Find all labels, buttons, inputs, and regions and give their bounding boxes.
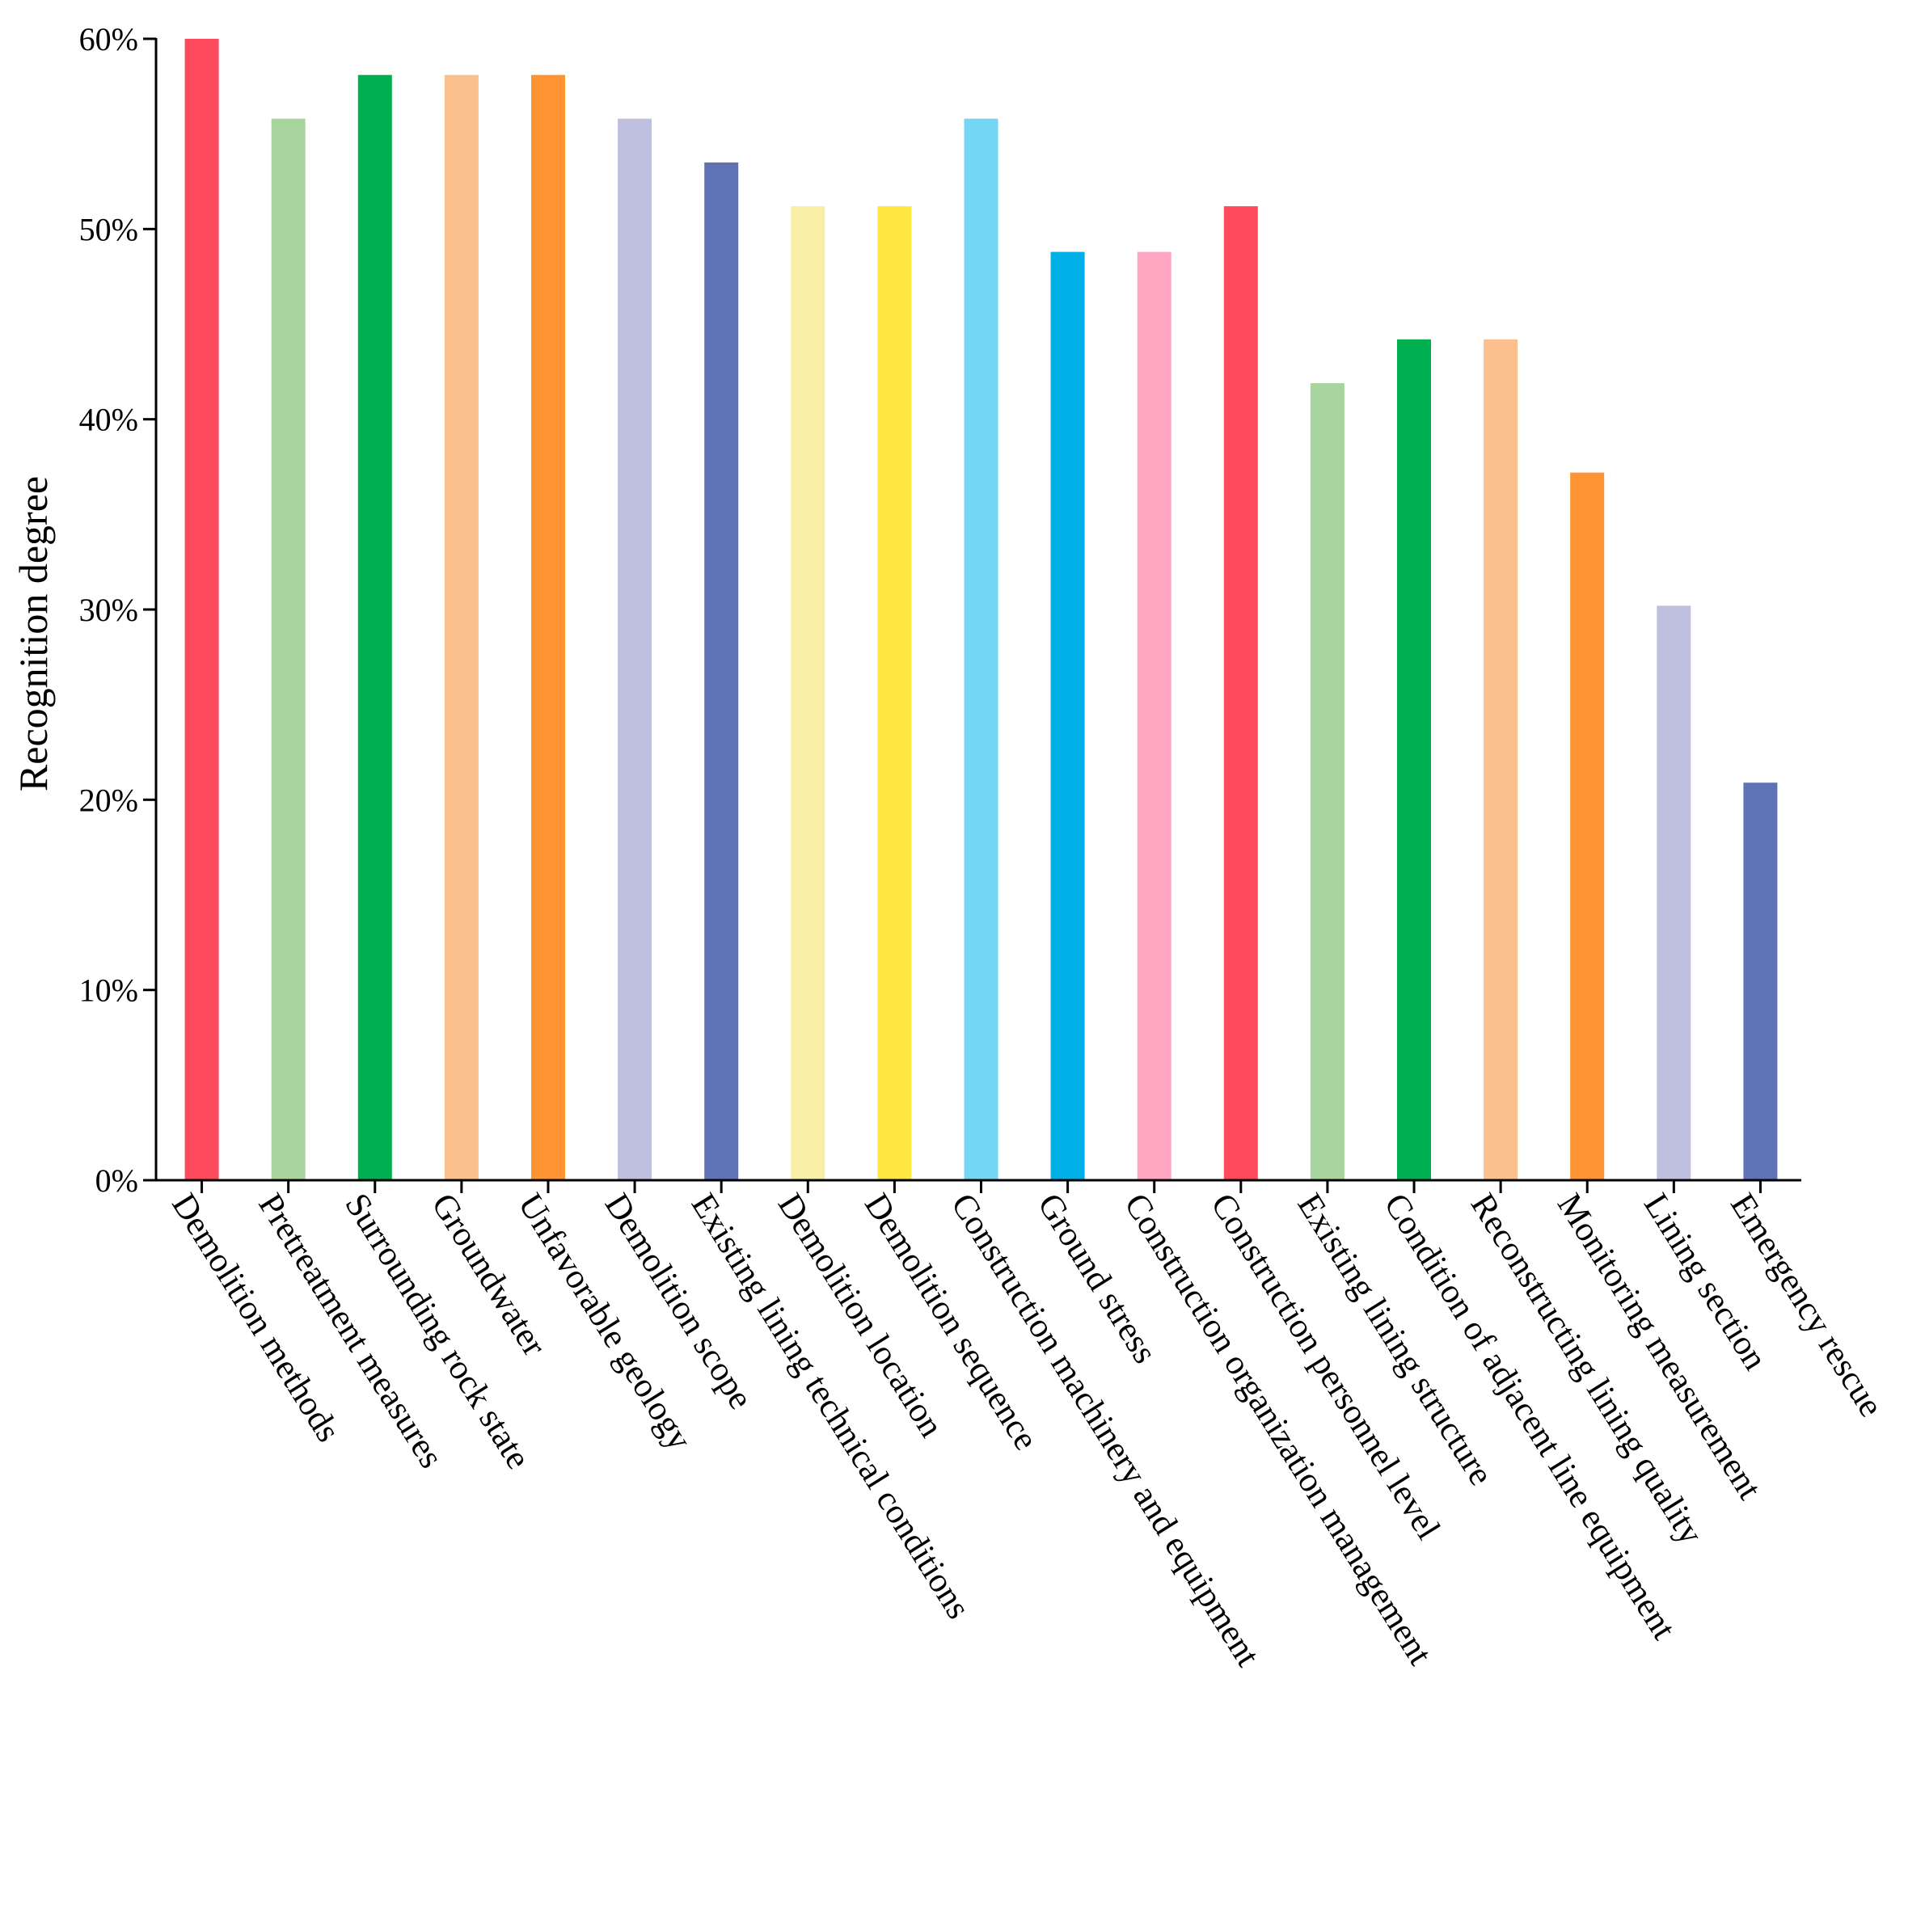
- bar-15: [1397, 339, 1431, 1180]
- bar-13: [1223, 206, 1258, 1181]
- bar-3: [357, 74, 392, 1181]
- bar-14: [1310, 383, 1345, 1180]
- x-tick-label: Demolition location: [770, 1187, 951, 1444]
- bar-4: [444, 74, 479, 1181]
- y-tick-label: 40%: [79, 402, 138, 438]
- bar-17: [1570, 472, 1605, 1180]
- y-tick-label: 30%: [79, 592, 138, 628]
- bar-9: [877, 206, 912, 1181]
- y-tick-label: 20%: [79, 782, 138, 818]
- bar-7: [704, 162, 739, 1180]
- bar-16: [1484, 339, 1518, 1180]
- bar-8: [791, 206, 825, 1181]
- bar-18: [1657, 605, 1691, 1180]
- x-tick-label: Demolition methods: [164, 1187, 348, 1449]
- y-tick-label: 50%: [79, 211, 138, 247]
- y-axis: 0% 10% 20% 30% 40% 50% 60%: [79, 21, 158, 1199]
- bar-1: [184, 39, 219, 1180]
- y-tick-label: 0%: [95, 1162, 138, 1199]
- bar-6: [618, 118, 652, 1180]
- bar-11: [1050, 251, 1085, 1181]
- x-tick-label: Emergency rescue: [1723, 1187, 1890, 1424]
- bar-10: [964, 118, 998, 1180]
- y-tick-label: 10%: [79, 972, 138, 1009]
- bar-2: [271, 118, 306, 1180]
- y-tick-label: 60%: [79, 21, 138, 57]
- bar-12: [1137, 251, 1171, 1181]
- bar-5: [531, 74, 565, 1181]
- y-axis-title: Recognition degree: [11, 476, 56, 791]
- bar-group: [184, 39, 1778, 1181]
- bar-19: [1743, 783, 1778, 1180]
